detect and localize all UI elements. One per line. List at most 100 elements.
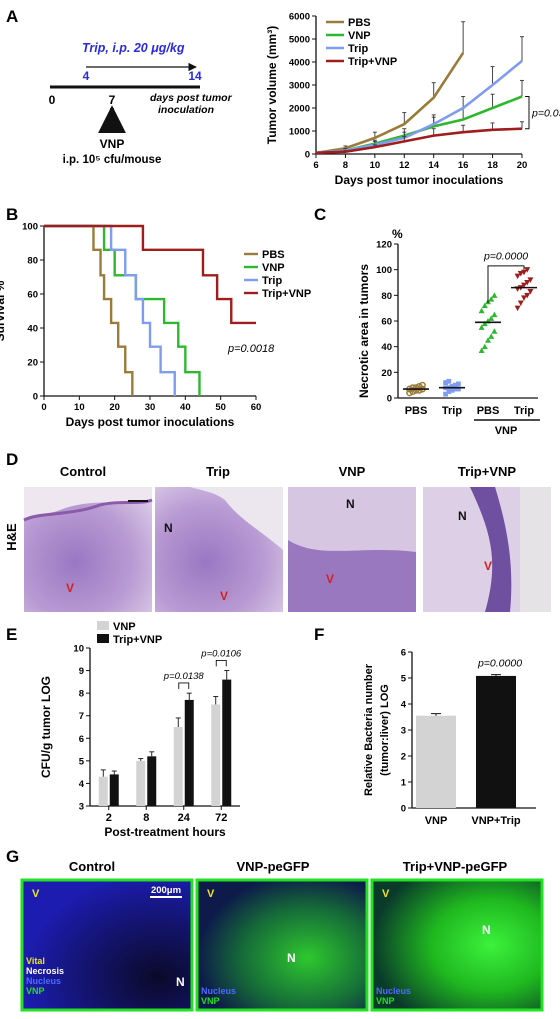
y-tick-label: 5000 — [289, 35, 310, 46]
data-point — [478, 307, 485, 314]
data-point — [524, 292, 531, 299]
legend-swatch — [97, 634, 109, 643]
vital-marker: V — [32, 888, 40, 900]
x-tick-label: 10 — [370, 160, 381, 171]
data-point — [478, 324, 485, 330]
he-title-control: Control — [60, 464, 106, 479]
gfp-image-control: 200μm V N Vital Necrosis Nucleus VNP — [20, 878, 194, 1012]
he-image-trip-vnp: N V — [423, 487, 551, 612]
he-vessel-marker: V — [220, 589, 228, 603]
legend-nucleus: Nucleus — [201, 986, 236, 996]
y-axis-title: Necrotic area in tumors — [357, 264, 371, 398]
vital-marker: V — [382, 888, 390, 900]
y-tick-label: 0 — [387, 394, 392, 405]
significance-bracket — [178, 682, 190, 689]
bar-vnp — [416, 715, 456, 808]
p-value-label: p=0.0000 — [477, 657, 522, 669]
x-tick-label: 6 — [313, 160, 318, 171]
x-axis-title: Days post tumor inoculations — [335, 173, 504, 187]
y-axis-title: (tumor:liver) LOG — [379, 684, 391, 776]
he-vessel-marker: V — [484, 559, 492, 573]
data-point — [481, 302, 488, 309]
he-title-trip: Trip — [206, 464, 230, 479]
y-tick-label: 5 — [401, 674, 407, 685]
legend-vital: Vital — [26, 956, 45, 966]
y-tick-label: 40 — [381, 342, 392, 353]
category-label: 72 — [215, 812, 227, 824]
series-line-trip-vnp — [315, 127, 523, 155]
x-tick-label: 30 — [145, 402, 156, 413]
timeline-day0: 0 — [49, 93, 56, 107]
y-tick-label: 100 — [22, 222, 38, 233]
necrosis-marker: N — [287, 951, 296, 965]
category-label: 2 — [106, 812, 112, 824]
p-value-label: p=0.0138 — [163, 671, 205, 682]
data-point — [527, 277, 534, 283]
relative-bacteria-chart: 0 1 2 3 4 5 6 Relative Bacteria number (tumor:li… — [363, 648, 536, 827]
he-image-control: V — [23, 487, 153, 612]
legend-nucleus: Nucleus — [376, 986, 411, 996]
data-point — [485, 337, 491, 343]
data-point — [514, 305, 521, 312]
he-image-trip: N V — [155, 487, 283, 612]
y-tick-label: 0 — [305, 150, 310, 161]
gfp-title-vnp: VNP-peGFP — [237, 859, 310, 874]
vital-marker: V — [207, 888, 215, 900]
significance-bracket — [487, 265, 525, 304]
bar-vnp — [211, 704, 221, 806]
scale-bar-label: 200μm — [151, 885, 181, 896]
he-necrosis-marker: N — [164, 521, 173, 535]
data-point — [521, 269, 527, 276]
data-point — [446, 389, 452, 394]
survival-curve-pbs — [44, 224, 134, 396]
bar-trip-vnp — [109, 774, 119, 806]
vnp-injection-label: VNP — [100, 137, 125, 151]
data-point — [488, 333, 495, 339]
x-tick-label: 50 — [215, 402, 226, 413]
he-title-trip-vnp: Trip+VNP — [458, 464, 516, 479]
y-tick-label: 0 — [33, 392, 38, 403]
data-point — [481, 343, 488, 350]
data-point — [452, 386, 458, 392]
legend-nucleus: Nucleus — [26, 976, 61, 986]
series-line-trip — [315, 59, 523, 155]
panel-letter-f: F — [314, 625, 324, 644]
y-tick-label: 20 — [381, 368, 392, 379]
x-tick-label: 16 — [458, 160, 469, 171]
series-line-pbs — [315, 52, 465, 155]
bar-trip-vnp — [184, 699, 194, 806]
x-tick-label: 8 — [343, 160, 348, 171]
y-tick-label: 6000 — [289, 12, 310, 23]
data-point — [443, 380, 448, 385]
y-tick-label: 3000 — [289, 81, 310, 92]
data-point — [481, 320, 488, 327]
x-axis-title: Days post tumor inoculations — [66, 415, 235, 429]
data-point — [488, 315, 495, 321]
vnp-dose-label: i.p. 10⁵ cfu/mouse — [63, 154, 162, 166]
y-tick-label: 100 — [376, 265, 392, 276]
category-label: 8 — [143, 812, 149, 824]
category-label: Trip — [442, 405, 462, 417]
bar-vnp — [173, 727, 183, 806]
data-point — [524, 267, 531, 273]
data-point — [452, 382, 458, 388]
x-tick-label: 20 — [109, 402, 120, 413]
category-label: VNP — [425, 815, 448, 827]
x-tick-label: 40 — [180, 402, 191, 413]
gfp-image-row: Control VNP-peGFP Trip+VNP-peGFP 200μm V… — [20, 859, 544, 1012]
data-point — [446, 378, 452, 384]
y-tick-label: 120 — [376, 240, 392, 251]
x-tick-label: 20 — [517, 160, 528, 171]
data-point — [517, 271, 524, 277]
data-point — [521, 282, 527, 289]
bar-trip-vnp — [222, 679, 232, 806]
gfp-image-trip-vnp: V N Nucleus VNP — [370, 878, 544, 1012]
x-tick-label: 18 — [487, 160, 498, 171]
y-tick-label: 60 — [381, 317, 392, 328]
data-point — [443, 391, 448, 397]
legend-label: Trip+VNP — [262, 288, 311, 300]
legend-label: PBS — [262, 249, 285, 261]
he-necrosis-marker: N — [458, 509, 467, 523]
legend-label: Trip+VNP — [348, 56, 397, 68]
data-point — [409, 384, 417, 392]
